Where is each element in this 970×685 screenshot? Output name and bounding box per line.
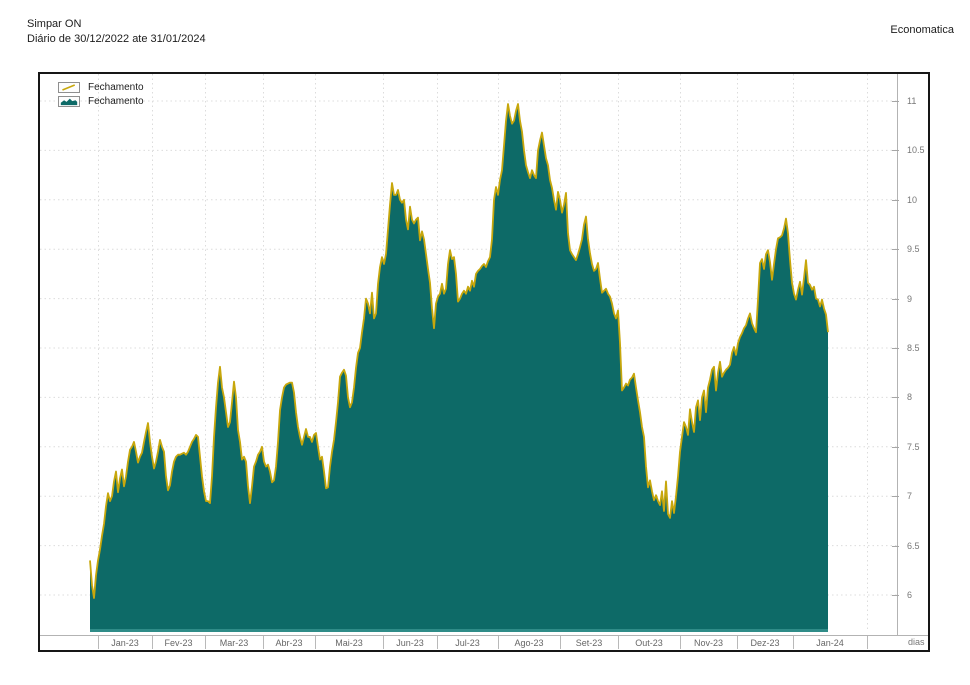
x-axis-tick xyxy=(152,636,153,649)
legend-item-area[interactable]: Fechamento xyxy=(58,94,144,108)
y-axis-tick xyxy=(892,101,899,102)
y-axis-tick-label: 6.5 xyxy=(907,540,920,551)
y-axis-tick xyxy=(892,595,899,596)
legend-item-line[interactable]: Fechamento xyxy=(58,80,144,94)
x-axis-tick xyxy=(793,636,794,649)
legend: Fechamento Fechamento xyxy=(58,80,144,108)
x-axis-month-label: Mar-23 xyxy=(219,638,249,648)
y-axis-tick-label: 7 xyxy=(907,491,913,502)
brand-label: Economatica xyxy=(890,24,954,36)
chart-title-block: Simpar ON Diário de 30/12/2022 ate 31/01… xyxy=(27,17,206,47)
x-axis-month-label: Mai-23 xyxy=(335,638,363,648)
x-axis-unit-label: dias xyxy=(908,637,925,647)
x-axis-tick xyxy=(98,636,99,649)
x-axis-tick xyxy=(263,636,264,649)
y-axis-gutter: 11 10.5 10 9.5 9 8.5 8 7.5 7 6.5 6 xyxy=(892,74,928,635)
y-axis-tick-label: 10 xyxy=(907,194,918,205)
x-axis-month-label: Out-23 xyxy=(635,638,663,648)
y-axis-tick-label: 11 xyxy=(907,96,917,106)
price-chart-svg xyxy=(40,74,897,632)
chart-frame: Fechamento Fechamento Jan-23 Fev-23 Mar-23… xyxy=(38,72,930,652)
x-axis-month-label: Abr-23 xyxy=(275,638,303,648)
x-axis-tick xyxy=(560,636,561,649)
y-axis-tick-label: 8.5 xyxy=(907,343,920,353)
y-axis-tick xyxy=(892,496,899,498)
y-axis-tick-label: 6 xyxy=(907,590,913,600)
x-axis-tick xyxy=(205,636,206,649)
x-axis-tick xyxy=(437,636,438,649)
x-axis-month-label: Jan-24 xyxy=(816,638,844,648)
y-axis-tick xyxy=(892,199,899,201)
line-swatch-icon xyxy=(58,81,80,93)
y-axis-tick xyxy=(892,397,899,399)
y-axis-tick-label: 8 xyxy=(907,392,913,403)
x-axis-month-label: Nov-23 xyxy=(693,638,723,648)
plot-area xyxy=(40,74,898,635)
x-axis-tick xyxy=(737,636,738,649)
y-axis-tick xyxy=(892,545,899,547)
y-axis-tick-label: 9.5 xyxy=(907,244,920,255)
x-axis-month-label: Jun-23 xyxy=(396,638,424,648)
x-axis-month-label: Dez-23 xyxy=(750,638,780,648)
x-axis-tick xyxy=(383,636,384,649)
chart-subtitle: Diário de 30/12/2022 ate 31/01/2024 xyxy=(27,33,206,45)
x-axis-tick xyxy=(867,636,868,649)
legend-label: Fechamento xyxy=(88,81,144,93)
x-axis-month-label: Jul-23 xyxy=(455,638,480,648)
x-axis-tick xyxy=(680,636,681,649)
legend-label: Fechamento xyxy=(88,95,144,107)
y-axis-tick xyxy=(892,348,899,349)
y-axis-tick xyxy=(892,446,899,448)
x-axis-line xyxy=(40,635,928,636)
y-axis-tick xyxy=(892,298,899,300)
y-axis-tick-label: 9 xyxy=(907,293,913,304)
x-axis-month-label: Jan-23 xyxy=(111,638,139,648)
y-axis-tick-label: 10.5 xyxy=(907,145,925,156)
x-axis-month-label: Ago-23 xyxy=(514,638,544,648)
chart-title: Simpar ON xyxy=(27,18,82,30)
y-axis-tick xyxy=(892,150,899,152)
y-axis-tick xyxy=(892,249,899,251)
x-axis-tick xyxy=(618,636,619,649)
area-swatch-icon xyxy=(58,95,80,107)
x-axis-month-label: Set-23 xyxy=(575,638,603,648)
x-axis-tick xyxy=(315,636,316,649)
y-axis-tick-label: 7.5 xyxy=(907,441,920,452)
x-axis-tick xyxy=(498,636,499,649)
x-axis-band: Jan-23 Fev-23 Mar-23 Abr-23 Mai-23 Jun-23 Jul-… xyxy=(40,636,928,650)
x-axis-month-label: Fev-23 xyxy=(164,638,193,648)
